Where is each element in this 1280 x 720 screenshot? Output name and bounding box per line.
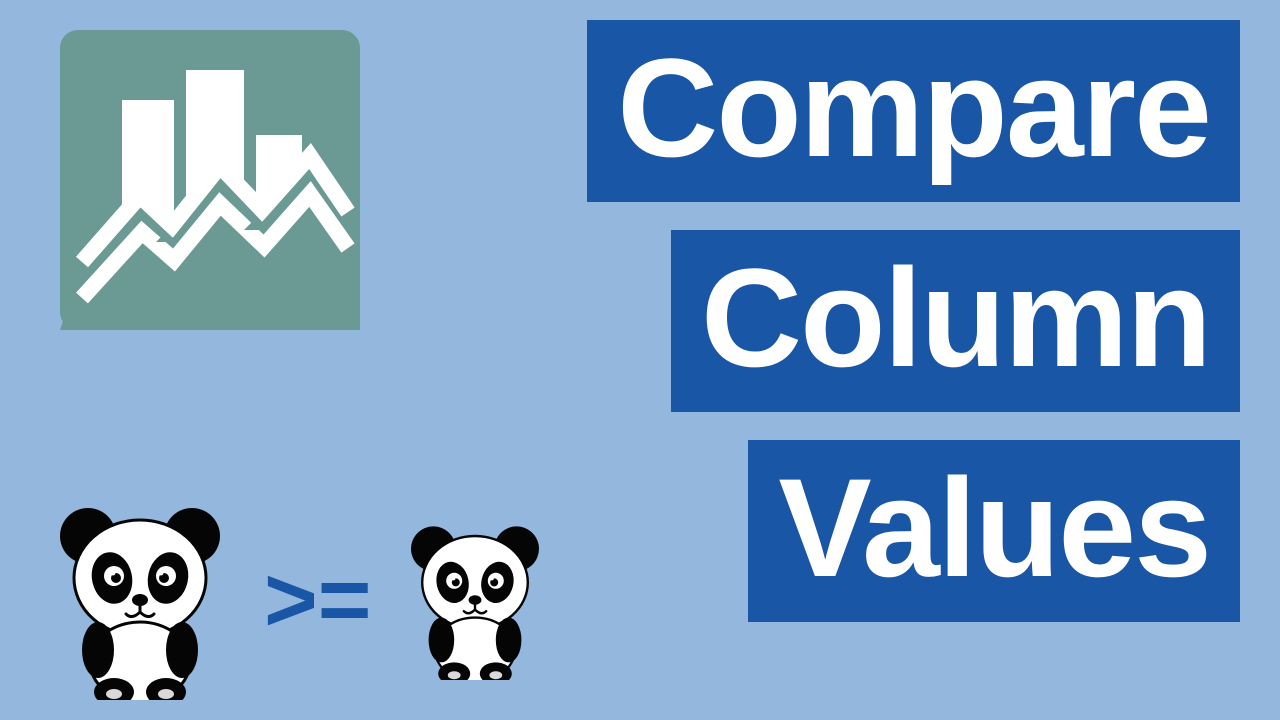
panda-icon [395,520,555,680]
title-stack: Compare Column Values [587,20,1240,622]
statistics-logo [60,30,360,330]
title-word-1: Compare [587,20,1240,202]
comparison-operator: >= [260,554,375,646]
comparison-row: >= [40,500,555,700]
title-word-3: Values [748,440,1240,622]
title-word-2: Column [671,230,1240,412]
panda-icon [40,500,240,700]
